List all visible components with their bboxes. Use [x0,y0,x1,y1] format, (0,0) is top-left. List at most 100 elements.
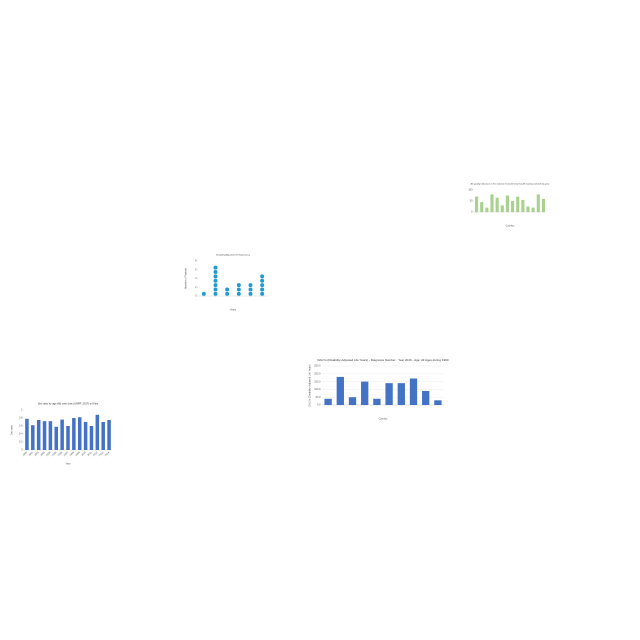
x-tick-label: 2009 [75,451,81,457]
bar [511,201,515,212]
y-tick-label: 0.6 [19,425,23,428]
y-tick-label: 1 [21,409,23,412]
y-tick-label: 50.0 [316,396,321,399]
x-tick-label: 2013 [98,451,104,457]
x-tick-label: 2004 [46,451,52,457]
x-tick-label: 2002 [34,451,40,457]
bar [25,418,29,450]
dot-stack [213,265,218,296]
bar [531,207,535,212]
x-axis-label: Country [506,225,516,228]
bar [72,418,76,450]
dot-stack [236,283,241,296]
dot [260,283,265,288]
chart-title: Air quality indicators in the national e… [470,183,549,186]
bar [48,421,53,450]
chart-title: Sex ratio by age (M) over time (UNPP, 20… [38,402,99,406]
x-axis-label: Years [230,309,237,312]
bar [434,400,442,405]
y-tick-label: 50 [470,200,473,203]
bar [500,205,504,212]
bar [101,422,105,450]
x-tick-label: 2001 [28,451,34,457]
x-tick-label: 2010 [81,451,87,457]
y-tick-label: 0 [21,449,23,452]
x-tick-label: 2005 [51,451,57,457]
bar [521,199,525,212]
bar [385,383,393,405]
dot-stack [260,274,265,296]
dot [201,291,206,296]
y-tick-label: 150.0 [314,380,321,383]
y-tick-label: 6 [195,268,197,271]
dot-stack [248,283,253,296]
x-tick-label: 2008 [69,451,75,457]
dot [213,291,218,296]
bar [490,194,494,212]
y-tick-label: 4 [195,277,197,280]
dot [260,274,265,279]
dot [225,287,230,292]
y-tick-label: 100 [468,189,473,192]
dot [213,278,218,283]
x-axis-label: Year [65,463,70,466]
bar [336,376,344,405]
x-tick-label: 2011 [87,451,93,457]
bar [36,420,41,450]
bar [505,195,509,212]
y-tick-label: 0.4 [19,433,23,436]
bar [536,194,540,212]
bar [324,398,332,405]
dot [248,287,253,292]
bar [66,426,70,450]
chart-title: Disability Adjusted Life Expectancy [216,254,251,257]
x-axis-label: Country [379,418,389,421]
bar [516,196,520,212]
bar [89,426,94,450]
x-tick-label: 2007 [63,451,69,457]
y-tick-label: 2 [195,286,197,289]
bar [95,414,100,450]
dot [213,283,218,288]
bar [31,425,35,450]
bar [60,419,64,450]
y-tick-label: 8 [195,260,197,263]
bar [409,378,418,405]
dot [236,283,241,288]
dot [236,287,241,292]
dot [236,291,241,296]
bar [77,417,82,450]
dot [213,274,218,279]
bar [42,421,47,450]
dot [248,291,253,296]
bar [495,197,499,212]
y-tick-label: 0.2 [19,441,23,444]
y-tick-label: 250.0 [314,365,321,368]
bar [526,206,530,212]
y-axis-label: Sex ratio [11,424,14,434]
y-axis-label: DALYs (Disability-Adjusted Life Years) [309,364,312,406]
y-tick-label: 0.0 [317,404,321,407]
x-tick-label: 2014 [104,451,110,457]
dot [260,291,265,296]
y-tick-label: 100.0 [314,388,321,391]
bar [107,420,111,450]
bar [54,426,59,450]
y-tick-label: 0 [195,295,197,298]
bar [485,207,489,212]
chart-title: DALYs (Disability-Adjusted Life Years) -… [317,358,448,362]
bar [397,383,405,405]
x-tick-label: 2006 [57,451,63,457]
bar [83,422,88,450]
bar [422,390,430,405]
x-tick-label: 2003 [40,451,46,457]
y-tick-label: 0 [471,211,473,214]
dot [248,283,253,288]
dot [260,287,265,292]
x-tick-label: 2000 [22,451,28,457]
bar [348,397,357,405]
dot [213,287,218,292]
y-tick-label: 200.0 [314,372,321,375]
